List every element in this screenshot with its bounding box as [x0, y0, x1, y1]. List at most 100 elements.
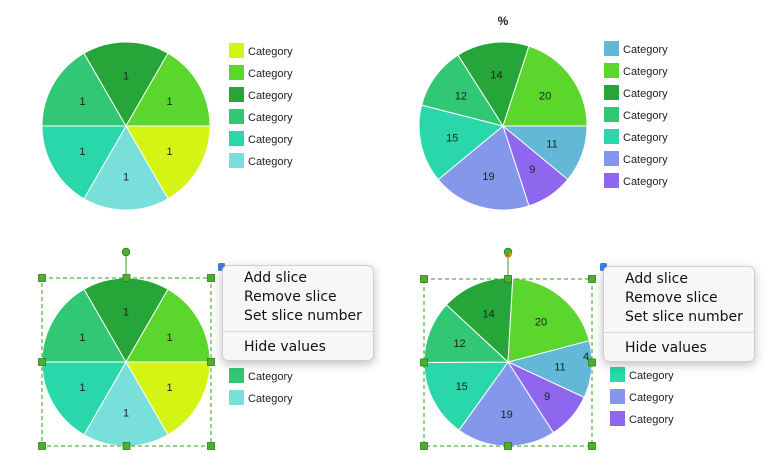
- slice-value-label: 1: [167, 146, 173, 158]
- hide-values-item[interactable]: Hide values: [625, 340, 707, 356]
- remove-slice-item[interactable]: Remove slice: [625, 290, 718, 306]
- chart-a[interactable]: 111111CategoryCategoryCategoryCategoryCa…: [41, 41, 293, 211]
- legend-label[interactable]: Category: [629, 414, 674, 426]
- resize-handle[interactable]: [588, 275, 596, 283]
- pie-slice[interactable]: [41, 52, 127, 127]
- legend-swatch[interactable]: [604, 129, 619, 144]
- legend-swatch[interactable]: [604, 63, 619, 78]
- resize-handle[interactable]: [420, 275, 428, 283]
- legend-label[interactable]: Category: [623, 66, 668, 78]
- pie-slice[interactable]: [457, 41, 530, 128]
- legend-swatch[interactable]: [229, 65, 244, 80]
- pie-slice[interactable]: [83, 124, 169, 211]
- legend-label[interactable]: Category: [629, 392, 674, 404]
- legend-swatch[interactable]: [604, 107, 619, 122]
- add-slice-item[interactable]: Add slice: [244, 270, 307, 286]
- pie-slice[interactable]: [83, 41, 169, 128]
- slice-value-label: 15: [446, 132, 458, 144]
- pie-slice[interactable]: [418, 104, 505, 181]
- legend-label[interactable]: Category: [623, 110, 668, 122]
- legend-swatch[interactable]: [604, 85, 619, 100]
- legend-swatch[interactable]: [229, 368, 244, 383]
- legend-label[interactable]: Category: [248, 371, 293, 383]
- legend-swatch[interactable]: [610, 367, 625, 382]
- slice-value-label: 9: [544, 391, 550, 403]
- slice-value-label: 1: [123, 307, 129, 319]
- legend-swatch[interactable]: [229, 109, 244, 124]
- resize-handle[interactable]: [504, 275, 512, 283]
- add-slice-item[interactable]: Add slice: [625, 271, 688, 287]
- chart-title: %: [498, 14, 509, 28]
- resize-handle[interactable]: [207, 442, 215, 450]
- legend-swatch[interactable]: [229, 131, 244, 146]
- slice-value-label: 20: [535, 317, 547, 329]
- pie-slice[interactable]: [502, 45, 588, 127]
- pie-slice[interactable]: [507, 277, 590, 363]
- legend-swatch[interactable]: [610, 411, 625, 426]
- resize-handle[interactable]: [207, 274, 215, 282]
- pie-slice[interactable]: [421, 54, 505, 127]
- legend-label[interactable]: Category: [248, 156, 293, 168]
- legend-swatch[interactable]: [229, 87, 244, 102]
- resize-handle[interactable]: [420, 442, 428, 450]
- legend-label[interactable]: Category: [248, 68, 293, 80]
- menu-separator: [604, 332, 754, 333]
- legend-swatch[interactable]: [604, 41, 619, 56]
- slice-value-label: 11: [554, 362, 565, 374]
- pie-slice[interactable]: [41, 125, 127, 200]
- slice-value-label: 1: [123, 171, 129, 183]
- rotate-handle[interactable]: [121, 247, 131, 257]
- legend-label[interactable]: Category: [248, 134, 293, 146]
- legend: Category Category Category: [610, 367, 674, 426]
- slice-value-label: 14: [482, 309, 494, 321]
- legend-label[interactable]: Category: [623, 176, 668, 188]
- legend-label[interactable]: Category: [248, 393, 293, 405]
- pie-slice[interactable]: [125, 288, 211, 363]
- pie-slice[interactable]: [125, 125, 211, 200]
- resize-handle[interactable]: [38, 274, 46, 282]
- legend-swatch[interactable]: [610, 389, 625, 404]
- slice-value-label: 1: [79, 332, 85, 344]
- set-slice-number-item[interactable]: Set slice number: [625, 309, 743, 325]
- remove-slice-item[interactable]: Remove slice: [244, 289, 337, 305]
- slice-value-label: 1: [123, 71, 129, 83]
- legend-label[interactable]: Category: [623, 132, 668, 144]
- resize-handle[interactable]: [38, 442, 46, 450]
- set-slice-number-item[interactable]: Set slice number: [244, 308, 362, 324]
- pie-slice[interactable]: [41, 361, 127, 436]
- resize-handle[interactable]: [122, 442, 131, 450]
- resize-handle[interactable]: [420, 358, 428, 367]
- chart-d[interactable]: 11 9 19 15 12 14 20 Category Category Category: [423, 277, 674, 447]
- resize-handle[interactable]: [588, 442, 596, 450]
- resize-handle[interactable]: [122, 274, 131, 282]
- resize-handle[interactable]: [588, 358, 596, 367]
- legend-label[interactable]: Category: [248, 46, 293, 58]
- slice-value-label: 19: [482, 171, 494, 183]
- legend-label[interactable]: Category: [623, 154, 668, 166]
- legend-swatch[interactable]: [229, 390, 244, 405]
- legend-swatch[interactable]: [604, 151, 619, 166]
- resize-handle[interactable]: [207, 358, 215, 366]
- legend-swatch[interactable]: [229, 153, 244, 168]
- pie-slice[interactable]: [41, 288, 127, 363]
- legend-swatch[interactable]: [604, 173, 619, 188]
- chart-b[interactable]: 1191915121420%CategoryCategoryCategoryCa…: [418, 14, 668, 211]
- legend-label[interactable]: Category: [623, 88, 668, 100]
- chart-c[interactable]: 1 1 1 1 1 1 Category Category: [41, 277, 293, 447]
- selection-frame[interactable]: [38, 247, 215, 450]
- slice-value-label: 12: [455, 90, 467, 102]
- legend-label[interactable]: Category: [248, 112, 293, 124]
- pie-slice[interactable]: [125, 52, 211, 127]
- resize-handle[interactable]: [38, 358, 46, 366]
- pie-slice[interactable]: [437, 125, 530, 211]
- pie-slice[interactable]: [125, 361, 211, 436]
- legend-label[interactable]: Category: [629, 370, 674, 382]
- hide-values-item[interactable]: Hide values: [244, 339, 326, 355]
- slice-value-label: 9: [529, 164, 535, 176]
- legend-swatch[interactable]: [229, 43, 244, 58]
- legend-label[interactable]: Category: [248, 90, 293, 102]
- resize-handle[interactable]: [504, 442, 512, 450]
- legend-label[interactable]: Category: [623, 44, 668, 56]
- selection-frame[interactable]: [420, 247, 596, 450]
